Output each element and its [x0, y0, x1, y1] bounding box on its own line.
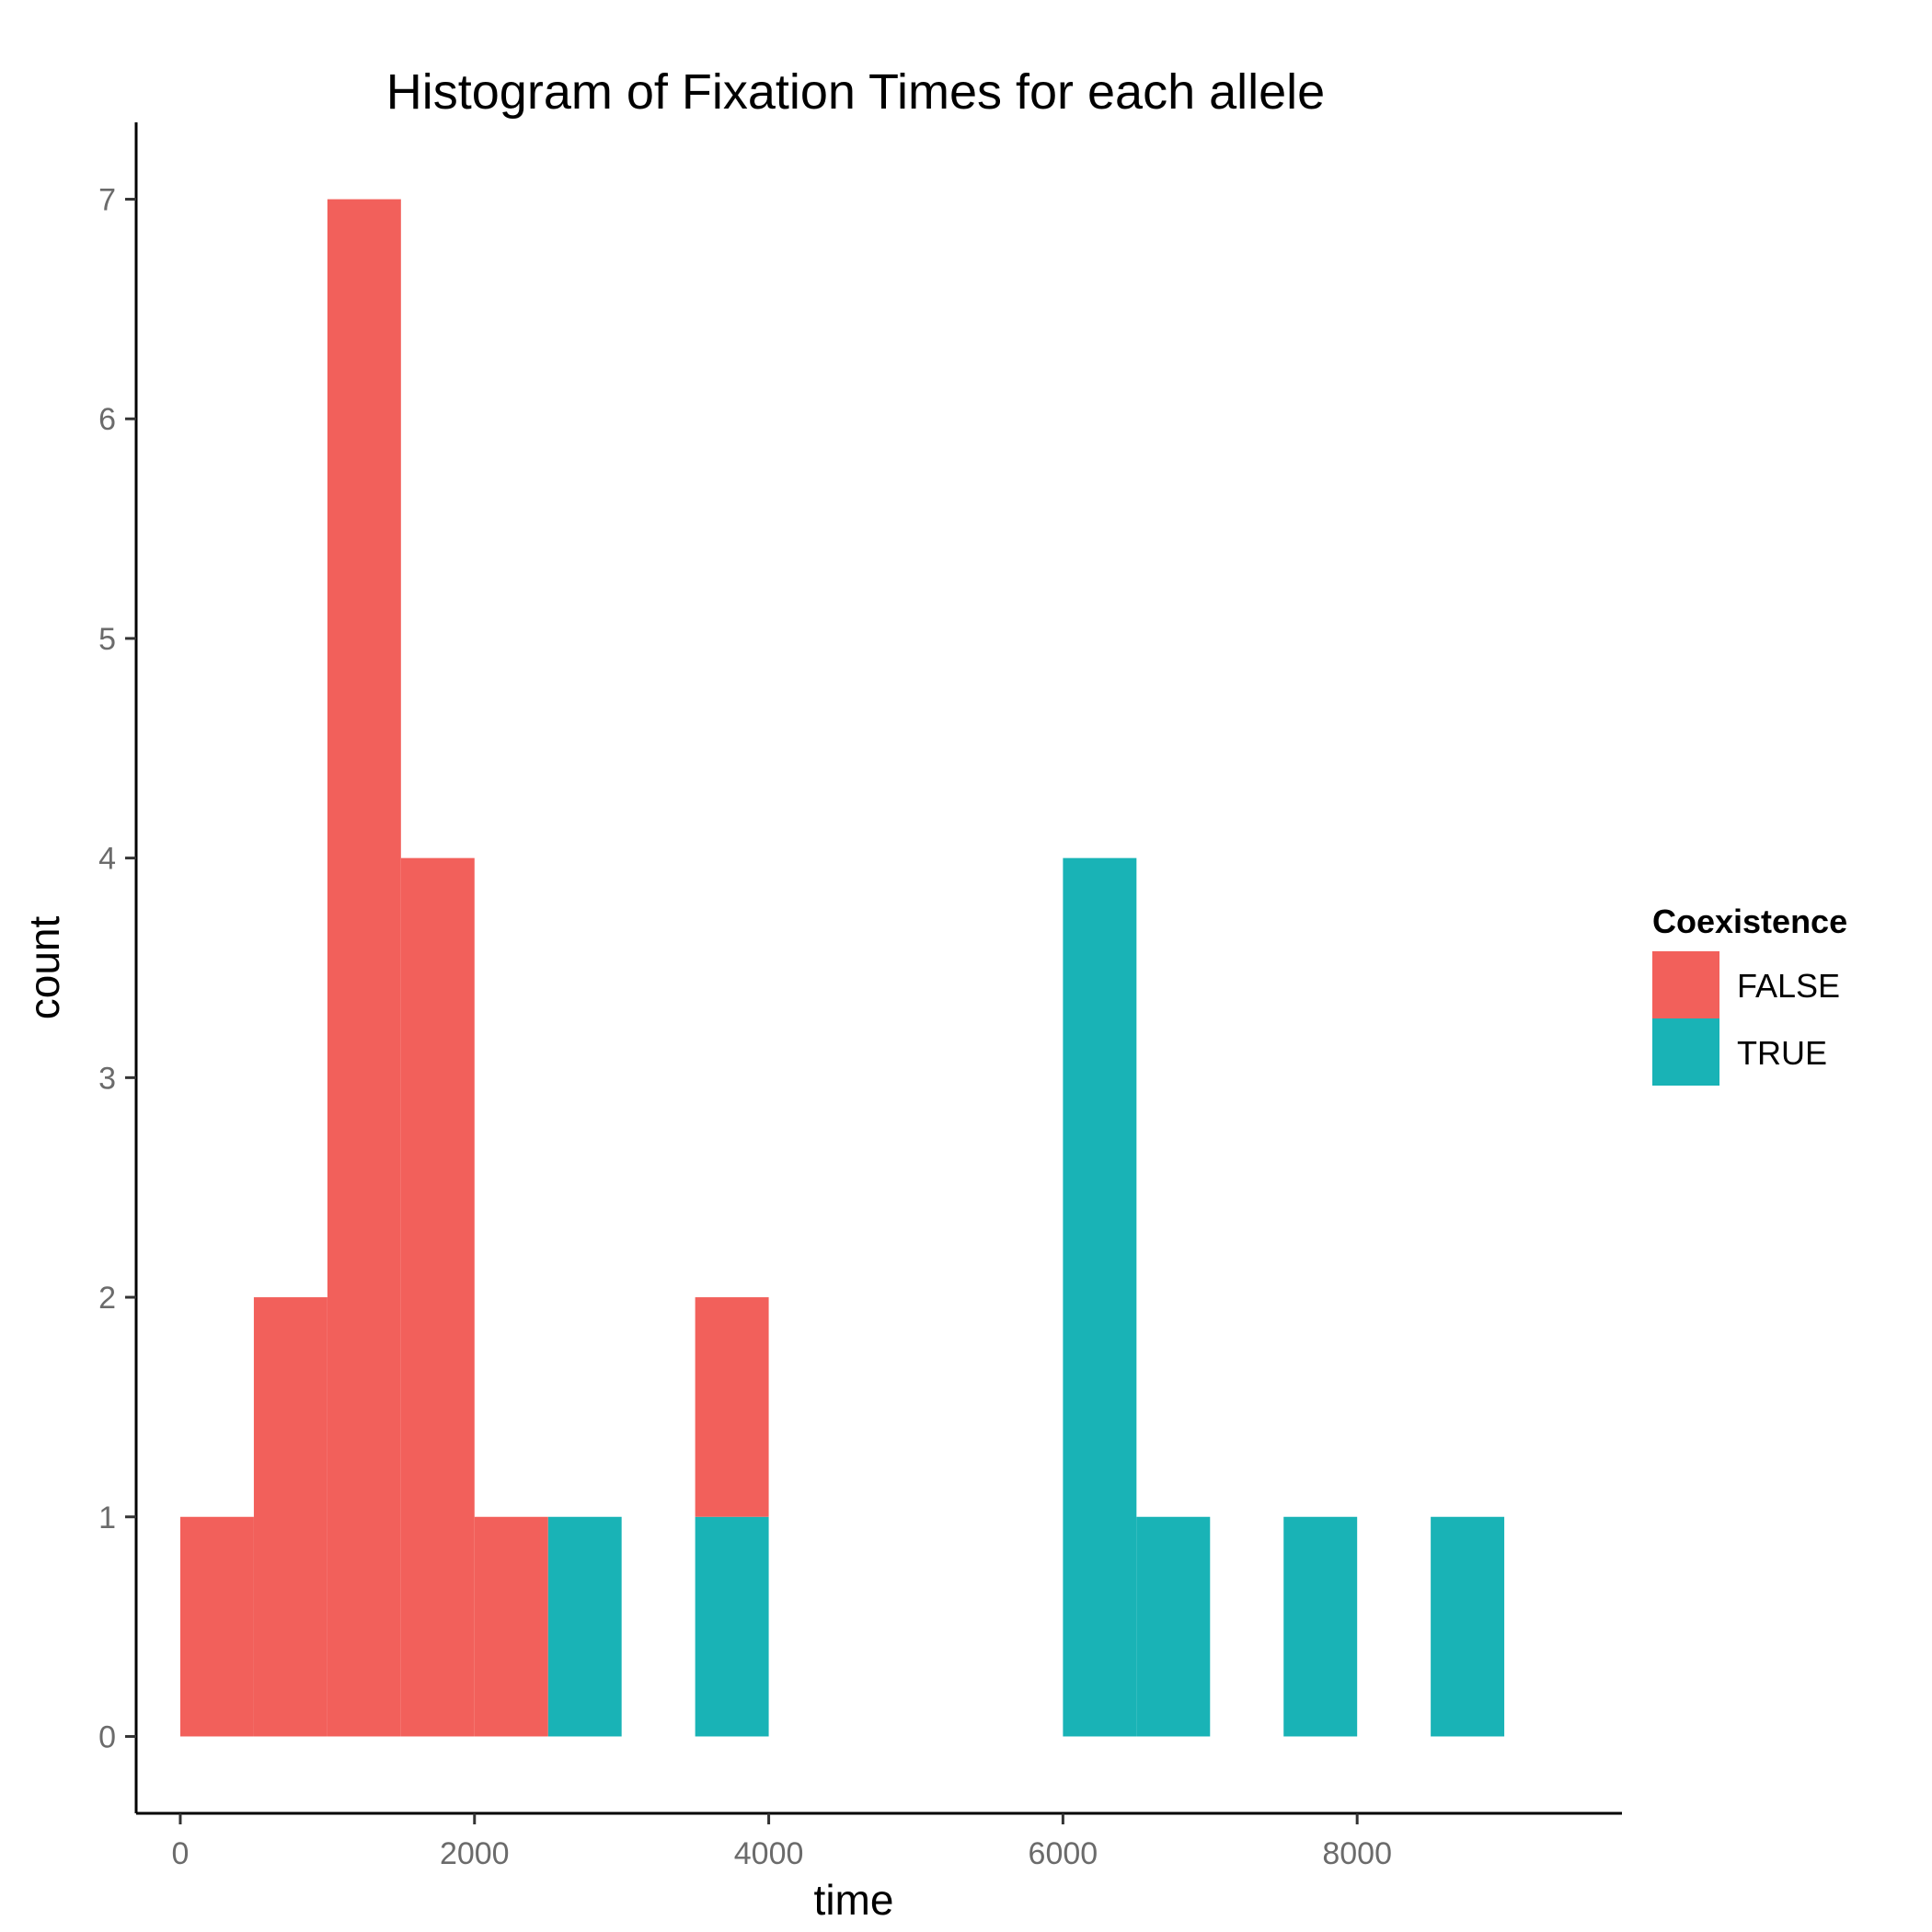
bar-false-500-1000	[253, 1297, 328, 1737]
histogram-bars	[179, 199, 1505, 1737]
legend-title: Coexistence	[1652, 903, 1847, 940]
y-axis-ticks: 0 1 2 3 4 5 6 7	[98, 183, 136, 1754]
legend-label-false: FALSE	[1737, 967, 1840, 1005]
bar-true-6500-7000	[1136, 1516, 1211, 1737]
y-tick-label: 1	[98, 1501, 116, 1535]
legend-swatch-false	[1652, 951, 1719, 1018]
bar-false-0-500	[179, 1516, 254, 1737]
y-tick-label: 6	[98, 402, 116, 437]
legend-label-true: TRUE	[1737, 1034, 1827, 1072]
x-tick-label: 2000	[440, 1836, 510, 1871]
x-tick-label: 6000	[1029, 1836, 1098, 1871]
x-tick-label: 0	[172, 1836, 190, 1871]
legend-swatch-true	[1652, 1018, 1719, 1086]
x-axis-title: time	[814, 1876, 894, 1924]
bar-true-8500-9000	[1431, 1516, 1505, 1737]
y-tick-label: 2	[98, 1281, 116, 1316]
y-tick-label: 0	[98, 1719, 116, 1754]
bar-true-7500-8000	[1283, 1516, 1358, 1737]
bar-true-2500-3000	[547, 1516, 622, 1737]
y-tick-label: 3	[98, 1061, 116, 1096]
bar-false-1500-2000	[400, 857, 475, 1737]
y-tick-label: 4	[98, 842, 116, 877]
x-tick-label: 4000	[734, 1836, 804, 1871]
bar-true-3500-4000	[695, 1516, 769, 1737]
x-tick-label: 8000	[1322, 1836, 1392, 1871]
x-axis-ticks: 0 2000 4000 6000 8000	[172, 1813, 1392, 1871]
bar-true-6000-6500	[1063, 857, 1137, 1737]
bar-false-1000-1500	[327, 199, 401, 1737]
y-tick-label: 7	[98, 183, 116, 218]
y-axis-title: count	[20, 916, 68, 1020]
bar-false-2000-2500	[474, 1516, 548, 1737]
legend: Coexistence FALSE TRUE	[1652, 903, 1847, 1086]
bar-false-3500-4000	[695, 1297, 769, 1517]
chart-title: Histogram of Fixation Times for each all…	[386, 64, 1325, 120]
y-tick-label: 5	[98, 622, 116, 657]
